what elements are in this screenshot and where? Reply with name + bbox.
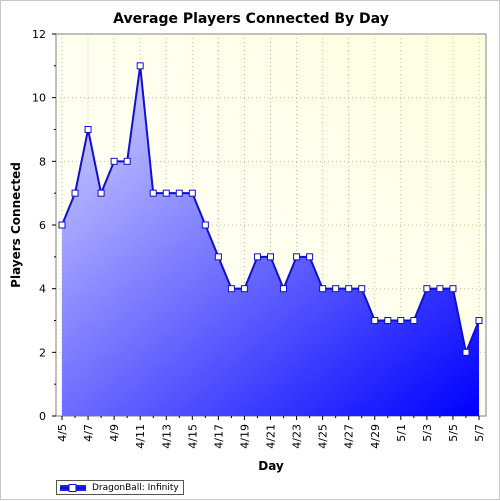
data-point [71,189,79,197]
y-axis-title: Players Connected [9,162,23,288]
x-tick-label: 5/5 [447,424,460,442]
data-point [384,317,392,324]
y-tick-label: 6 [39,219,46,232]
data-point [332,285,340,293]
data-point [462,348,470,356]
data-point [110,157,118,165]
data-point [84,126,92,133]
data-point [214,253,222,261]
legend: DragonBall: Infinity [56,480,184,495]
legend-label: DragonBall: Infinity [92,482,179,493]
x-tick-label: 5/1 [395,424,408,442]
data-point [227,285,235,293]
series-points [58,62,483,356]
data-point [475,317,483,324]
x-tick-label: 4/19 [238,424,251,449]
data-point [149,189,157,197]
y-tick-label: 10 [32,92,46,105]
x-tick-label: 4/7 [82,424,95,442]
data-point [319,285,327,293]
data-point [188,189,196,197]
data-point [201,221,209,229]
x-tick-label: 5/3 [421,424,434,442]
x-tick-label: 4/29 [369,424,382,449]
data-point [240,285,248,293]
data-point [123,157,131,165]
y-tick-label: 4 [39,283,46,296]
data-point [397,317,405,324]
x-tick-label: 4/5 [56,424,69,442]
data-point [345,285,353,293]
data-point [136,62,144,70]
x-tick-label: 5/7 [473,424,486,442]
x-tick-label: 4/25 [317,424,330,449]
data-point [267,253,274,261]
data-point [371,317,379,324]
y-tick-label: 12 [32,28,46,41]
data-point [358,285,366,293]
data-point [306,253,314,261]
x-tick-label: 4/15 [186,424,199,449]
data-point [449,285,457,293]
x-tick-label: 4/13 [160,424,173,449]
data-point [253,253,261,261]
y-axis: 0 2 4 6 8 10 12 [32,28,56,423]
x-tick-label: 4/21 [265,424,278,449]
x-tick-label: 4/23 [291,424,304,449]
x-tick-label: 4/27 [343,424,356,449]
x-axis: 4/5 4/7 4/9 4/11 4/13 4/15 4/17 4/19 4/21 4/23 4/2… [56,416,486,449]
data-point [58,221,66,229]
data-point [293,253,301,261]
x-tick-label: 4/11 [134,424,147,449]
data-point [423,285,431,293]
x-tick-label: 4/17 [212,424,225,449]
y-tick-label: 0 [39,410,46,423]
data-point [280,285,288,293]
y-tick-label: 2 [39,346,46,359]
series-area [62,65,479,416]
data-point [162,189,170,197]
legend-swatch [60,483,86,492]
data-point [97,189,105,197]
chart-title: Average Players Connected By Day [113,11,389,27]
data-point [175,189,183,197]
x-tick-label: 4/9 [108,424,121,442]
data-point [410,317,418,324]
data-point [436,285,444,293]
x-axis-title: Day [258,459,284,473]
y-tick-label: 8 [39,155,46,168]
